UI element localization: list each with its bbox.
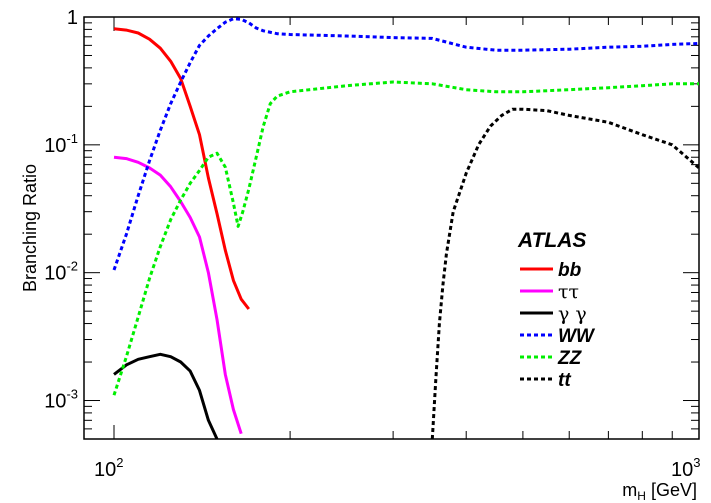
series-line-3 <box>112 17 699 271</box>
x-tick-label-exp: 3 <box>693 455 700 470</box>
series-line-4 <box>112 80 699 396</box>
legend-label-5: tt <box>558 370 571 391</box>
legend-label-3: WW <box>558 326 596 347</box>
x-tick-label-0: 102 <box>94 455 123 481</box>
series-line-0 <box>113 27 250 310</box>
legend-label-4: ZZ <box>557 348 583 369</box>
y-tick-label-exp: -1 <box>66 131 78 146</box>
x-axis-title-m: m <box>622 480 637 500</box>
y-tick-label-exp: -2 <box>66 259 78 274</box>
atlas-label: ATLAS <box>517 229 586 252</box>
y-axis-title: Branching Ratio <box>20 164 40 292</box>
frame-group <box>83 16 700 440</box>
y-tick-label-2: 10-2 <box>44 259 78 285</box>
y-tick-label-base: 10 <box>44 391 66 413</box>
legend-label-2: γ γ <box>558 303 587 325</box>
legend-label-1: ττ <box>558 281 579 303</box>
y-tick-label-1: 10-1 <box>44 131 78 157</box>
data-curves <box>112 17 699 439</box>
x-tick-label-base: 10 <box>94 459 116 481</box>
axis-ticks <box>84 16 700 440</box>
x-tick-label-base: 10 <box>671 459 693 481</box>
x-axis-title-sub: H <box>637 489 646 503</box>
series-line-1 <box>113 155 243 435</box>
plot-frame <box>83 16 700 440</box>
y-tick-label-base: 1 <box>67 7 78 29</box>
y-tick-label-base: 10 <box>44 263 66 285</box>
y-tick-label-exp: -3 <box>66 387 78 402</box>
legend-label-0: bb <box>558 260 582 281</box>
y-tick-label-0: 1 <box>67 7 78 29</box>
x-axis-title-unit: [GeV] <box>646 480 697 500</box>
y-tick-label-3: 10-3 <box>44 387 78 413</box>
series-line-2 <box>113 352 219 439</box>
y-tick-label-base: 10 <box>44 135 66 157</box>
series-line-5 <box>430 107 699 439</box>
x-tick-label-exp: 2 <box>116 455 123 470</box>
y-axis-title-text: Branching Ratio <box>20 164 40 292</box>
x-axis-title: mH [GeV] <box>622 480 697 503</box>
x-tick-label-1: 103 <box>671 455 700 481</box>
